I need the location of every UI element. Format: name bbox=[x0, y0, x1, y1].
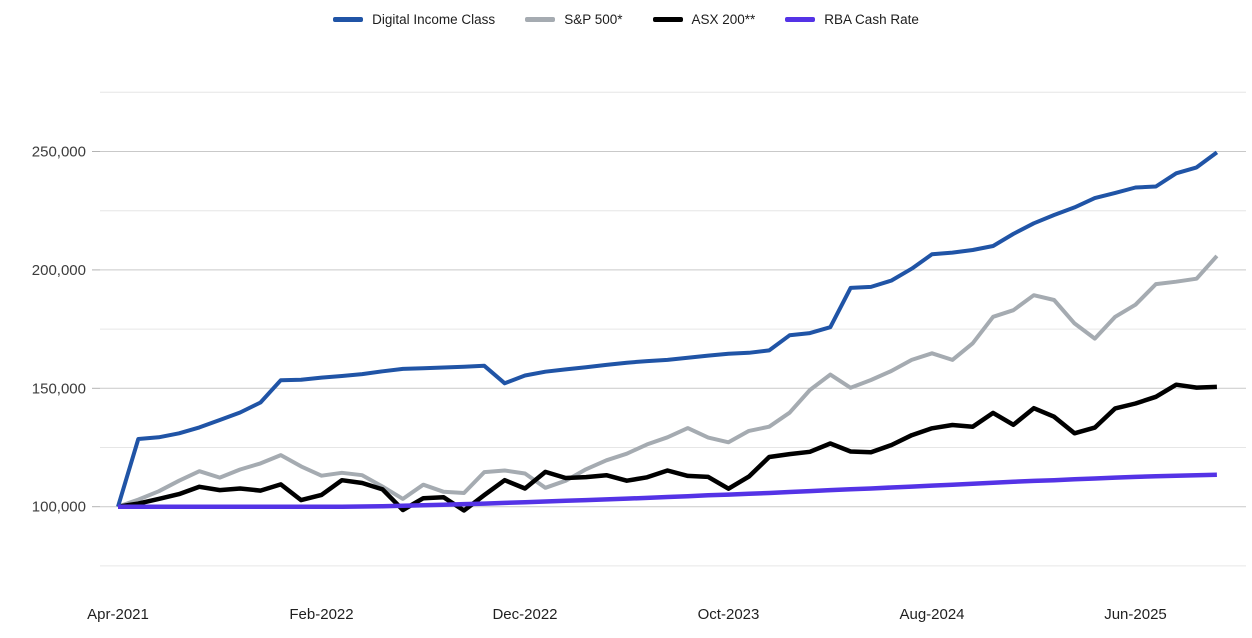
series-line-s-p-500 bbox=[117, 254, 1219, 509]
y-axis-label: 200,000 bbox=[32, 262, 86, 279]
legend-swatch-icon bbox=[525, 17, 556, 22]
legend-item-asx-200: ASX 200** bbox=[652, 12, 756, 27]
chart-legend: Digital Income Class S&P 500* ASX 200** RBA… bbox=[0, 12, 1252, 27]
legend-item-s-p-500: S&P 500* bbox=[525, 12, 623, 27]
legend-label: S&P 500* bbox=[564, 12, 623, 27]
series-line-rba-cash-rate bbox=[118, 472, 1217, 509]
legend-label: ASX 200** bbox=[691, 12, 756, 27]
legend-item-digital-income-class: Digital Income Class bbox=[333, 12, 495, 27]
x-axis-label: Feb-2022 bbox=[289, 606, 353, 623]
x-axis-label: Aug-2024 bbox=[899, 606, 964, 623]
legend-item-rba-cash-rate: RBA Cash Rate bbox=[785, 12, 919, 27]
series-line-asx-200 bbox=[117, 382, 1217, 513]
legend-swatch-icon bbox=[333, 17, 364, 22]
legend-swatch-icon bbox=[785, 17, 816, 22]
legend-label: Digital Income Class bbox=[372, 12, 496, 27]
x-axis-label: Apr-2021 bbox=[87, 606, 149, 623]
x-axis-label: Oct-2023 bbox=[698, 606, 760, 623]
x-axis-label: Jun-2025 bbox=[1104, 606, 1167, 623]
series-line-digital-income-class bbox=[116, 150, 1219, 508]
legend-label: RBA Cash Rate bbox=[824, 12, 919, 27]
y-axis-label: 100,000 bbox=[32, 499, 86, 516]
legend-swatch-icon bbox=[652, 17, 683, 22]
x-axis-label: Dec-2022 bbox=[492, 606, 557, 623]
y-axis-label: 250,000 bbox=[32, 144, 86, 161]
y-axis-label: 150,000 bbox=[32, 380, 86, 397]
